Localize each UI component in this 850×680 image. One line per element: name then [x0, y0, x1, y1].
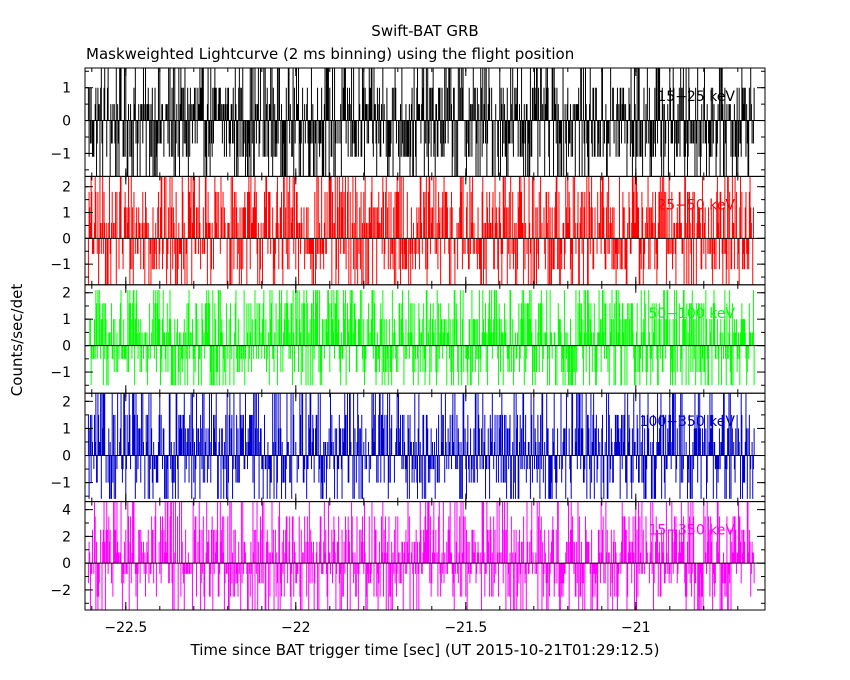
energy-band-label: 15−350 keV: [648, 523, 735, 539]
x-tick-label: −22.5: [104, 620, 147, 636]
x-tick-label: −21: [621, 620, 651, 636]
y-tick-label: 0: [62, 556, 71, 572]
y-tick-label: 1: [62, 81, 71, 97]
y-tick-label: 2: [62, 286, 71, 302]
chart-title: Swift-BAT GRB: [371, 22, 478, 40]
y-tick-label: 2: [62, 180, 71, 196]
y-tick-label: −1: [50, 365, 71, 381]
y-tick-label: 0: [62, 231, 71, 247]
panels-group: −1 0 1 15−25 keV −1 0 1 2 25−50 keV −1 0 1 2 50−100 k…: [50, 67, 766, 611]
y-tick-label: −1: [50, 476, 71, 492]
panel-3: −1 0 1 2 50−100 keV: [50, 284, 766, 394]
series-trace-4: [87, 393, 755, 499]
energy-band-label: 50−100 keV: [648, 306, 735, 322]
y-tick-label: 2: [62, 394, 71, 410]
x-tick-label: −22: [281, 620, 311, 636]
panel-frame: [84, 501, 766, 611]
y-tick-label: 0: [62, 449, 71, 465]
series-trace-3: [89, 290, 755, 386]
y-tick-label: 1: [62, 206, 71, 222]
y-tick-label: 1: [62, 312, 71, 328]
chart-subtitle: Maskweighted Lightcurve (2 ms binning) u…: [86, 45, 574, 63]
x-axis: −22.5 −22 −21.5 −21: [104, 620, 650, 636]
y-tick-label: 1: [62, 421, 71, 437]
panel-2: −1 0 1 2 25−50 keV: [50, 175, 766, 286]
y-tick-label: −1: [50, 257, 71, 273]
panel-1: −1 0 1 15−25 keV: [50, 67, 766, 177]
energy-band-label: 15−25 keV: [657, 89, 735, 105]
x-axis-label: Time since BAT trigger time [sec] (UT 20…: [190, 641, 660, 659]
panel-5: −2 0 2 4 15−350 keV: [50, 501, 766, 611]
y-tick-label: 0: [62, 339, 71, 355]
y-tick-label: −2: [50, 583, 71, 599]
series-trace-5: [87, 501, 755, 610]
y-axis-label: Counts/sec/det: [8, 284, 26, 397]
energy-band-label: 25−50 keV: [657, 197, 735, 213]
panel-4: −1 0 1 2 100−350 keV: [50, 392, 766, 503]
y-tick-label: 4: [62, 503, 71, 519]
series-trace-1: [87, 68, 755, 177]
energy-band-label: 100−350 keV: [640, 414, 736, 430]
y-tick-label: −1: [50, 146, 71, 162]
x-tick-label: −21.5: [444, 620, 487, 636]
series-trace-2: [87, 176, 754, 285]
y-tick-label: 2: [62, 529, 71, 545]
y-tick-label: 0: [62, 114, 71, 130]
